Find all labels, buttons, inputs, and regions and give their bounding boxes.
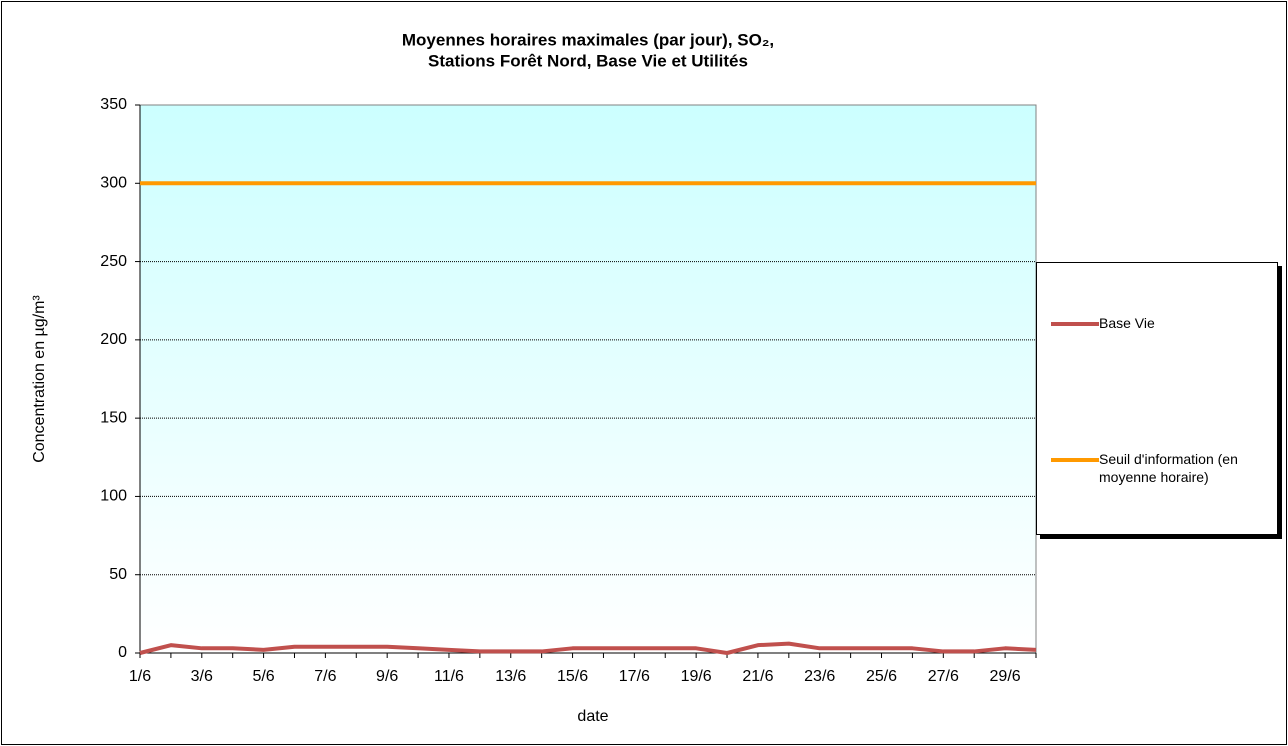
x-tick-label: 7/6 (314, 668, 336, 685)
x-tick-label: 9/6 (376, 668, 398, 685)
y-tick-label: 50 (109, 566, 127, 583)
x-tick-label: 1/6 (129, 668, 151, 685)
y-tick-label: 250 (100, 253, 127, 270)
y-tick-label: 200 (100, 331, 127, 348)
chart-title: Stations Forêt Nord, Base Vie et Utilité… (428, 51, 748, 70)
x-tick-label: 27/6 (928, 668, 959, 685)
x-tick-label: 29/6 (990, 668, 1021, 685)
legend-item: Base Vie (1051, 314, 1269, 332)
series-line (139, 641, 1037, 655)
legend-item: Seuil d'information (en moyenne horaire) (1051, 450, 1269, 486)
x-tick-label: 13/6 (495, 668, 526, 685)
x-tick-label: 15/6 (557, 668, 588, 685)
y-tick-label: 300 (100, 175, 127, 192)
chart-title: Moyennes horaires maximales (par jour), … (402, 30, 774, 49)
plot-area (139, 104, 1037, 654)
legend-label: Seuil d'information (en moyenne horaire) (1099, 451, 1238, 485)
y-tick-label: 350 (100, 96, 127, 113)
y-axis-title: Concentration en µg/m³ (31, 295, 48, 463)
legend: Base Vie Seuil d'information (en moyenne … (1036, 262, 1278, 535)
y-tick-label: 100 (100, 488, 127, 505)
x-tick-label: 17/6 (619, 668, 650, 685)
legend-swatch (1051, 322, 1099, 326)
x-tick-label: 19/6 (681, 668, 712, 685)
legend-swatch (1051, 458, 1099, 462)
legend-label: Base Vie (1099, 315, 1155, 331)
y-tick-label: 0 (118, 644, 127, 661)
x-axis-title: date (577, 708, 608, 725)
x-tick-label: 3/6 (191, 668, 213, 685)
x-tick-label: 5/6 (252, 668, 274, 685)
x-tick-label: 25/6 (866, 668, 897, 685)
x-tick-label: 21/6 (742, 668, 773, 685)
x-tick-label: 11/6 (434, 668, 464, 685)
x-tick-label: 23/6 (804, 668, 835, 685)
y-tick-label: 150 (100, 409, 127, 426)
